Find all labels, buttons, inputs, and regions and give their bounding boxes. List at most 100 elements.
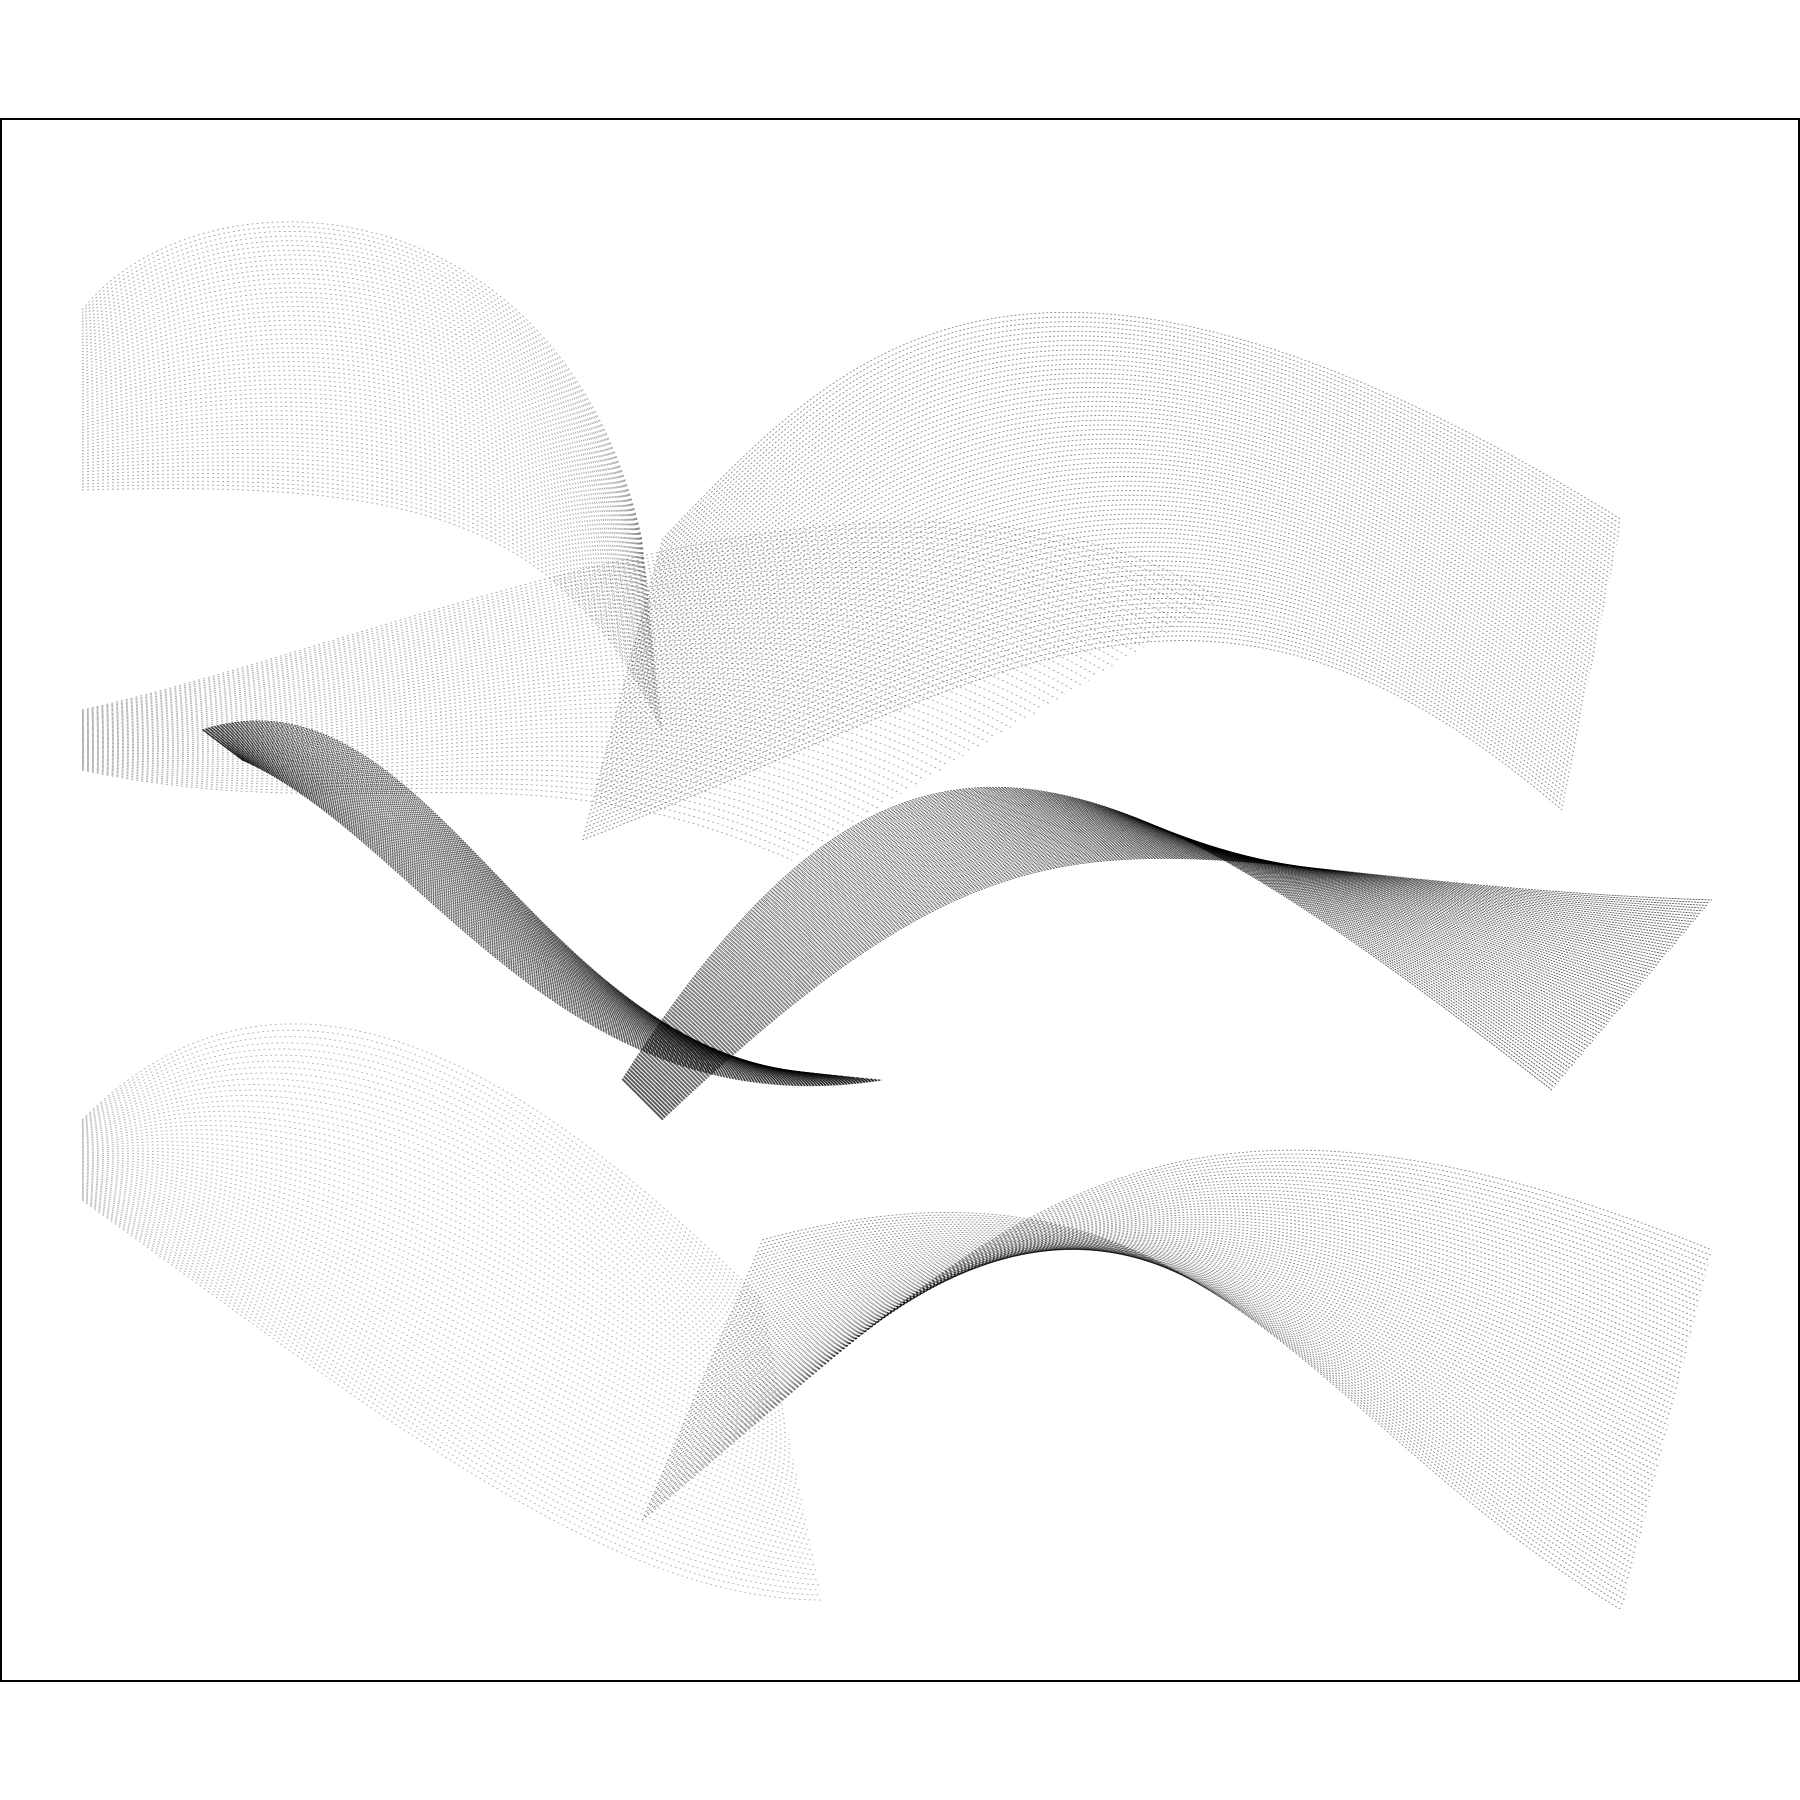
ribbon-stroke <box>637 816 1617 1097</box>
ribbon-stroke <box>81 1144 786 1416</box>
ribbon-stroke <box>81 612 1082 731</box>
ribbon-stroke <box>81 397 656 661</box>
ribbon-stroke <box>640 401 1606 622</box>
ribbon-stroke <box>81 1155 790 1436</box>
ribbon-stroke <box>660 1189 1699 1477</box>
ribbon-stroke <box>640 821 1628 1100</box>
ribbon-stroke <box>618 490 1590 704</box>
ribbon-stroke <box>241 759 883 1087</box>
ribbon-stroke <box>81 1164 797 1471</box>
ribbon-stroke <box>222 745 834 1076</box>
ribbon-stroke <box>233 753 863 1081</box>
ribbon-stroke <box>633 429 1601 648</box>
ribbon-stroke <box>81 342 652 623</box>
ribbon-stroke <box>641 1149 1713 1521</box>
ribbon-stroke <box>81 1188 815 1561</box>
ribbon-stroke <box>81 301 649 594</box>
ribbon-stroke <box>708 1247 1663 1451</box>
ribbon-stroke <box>632 807 1596 1092</box>
ribbon-stroke <box>681 1224 1683 1429</box>
ribbon-stroke <box>689 1234 1677 1409</box>
ribbon-stroke <box>241 759 881 1086</box>
ribbon-stroke <box>649 363 1613 588</box>
ribbon-stroke <box>81 1023 763 1301</box>
ribbon-stroke <box>658 852 1699 1117</box>
ribbon-stroke <box>646 833 1653 1106</box>
ribbon-stroke <box>622 788 1555 1088</box>
ribbon-stroke <box>614 504 1588 717</box>
ribbon-stroke <box>81 259 646 566</box>
ribbon-stroke <box>81 361 653 636</box>
ribbon-stroke <box>81 473 662 718</box>
ribbon-stroke <box>81 1042 766 1316</box>
ribbon-stroke <box>660 856 1708 1120</box>
ribbon-stroke <box>641 822 1630 1100</box>
ribbon-stroke <box>81 488 663 731</box>
ribbon-stroke <box>231 751 856 1080</box>
ribbon-stroke <box>654 846 1685 1114</box>
ribbon-stroke <box>585 626 1565 828</box>
ribbon-stroke <box>650 1168 1706 1501</box>
ribbon-stroke <box>81 652 1019 739</box>
ribbon-stroke <box>674 1213 1688 1445</box>
ribbon-stroke <box>627 798 1578 1087</box>
ribbon-stroke <box>586 621 1566 824</box>
ribbon-stroke <box>652 843 1676 1112</box>
ribbon-stroke <box>221 744 833 1076</box>
ribbon-stroke <box>661 857 1713 1121</box>
ribbon-stroke <box>81 465 661 712</box>
ribbon-stroke <box>638 817 1619 1097</box>
ribbon-stroke <box>701 1244 1668 1431</box>
ribbon-stroke <box>81 1147 787 1421</box>
ribbon-stroke <box>587 616 1567 819</box>
ribbon-stroke <box>706 1247 1664 1446</box>
ribbon-stroke <box>81 453 660 702</box>
ribbon-stroke <box>688 1232 1678 1413</box>
ribbon-stroke <box>751 1225 1630 1580</box>
ribbon-stroke <box>81 642 1035 737</box>
ribbon-stroke <box>81 1137 784 1406</box>
ribbon-stroke <box>684 1228 1681 1421</box>
ribbon-stroke <box>81 750 863 818</box>
ribbon-stroke <box>81 1178 807 1521</box>
ribbon-stroke <box>81 235 644 550</box>
ribbon-stroke <box>235 754 866 1082</box>
ribbon-stroke <box>81 292 648 588</box>
ribbon-stroke <box>237 756 873 1084</box>
ribbon-stroke <box>81 531 1207 713</box>
ribbon-top-left-fan <box>81 221 663 731</box>
ribbon-stroke <box>654 340 1618 567</box>
ribbon-stroke <box>81 319 650 607</box>
ribbon-stroke <box>236 755 869 1083</box>
ribbon-stroke <box>657 1182 1701 1485</box>
ribbon-stroke <box>81 392 655 658</box>
ribbon-stroke <box>81 383 655 651</box>
ribbon-stroke <box>604 546 1580 755</box>
ribbon-stroke <box>81 572 1145 722</box>
ribbon-stroke <box>81 582 1129 724</box>
ribbon-stroke <box>81 410 657 670</box>
ribbon-stroke <box>81 1072 771 1341</box>
ribbon-stroke <box>635 419 1603 639</box>
ribbon-stroke <box>722 1248 1652 1493</box>
ribbon-stroke <box>81 436 659 689</box>
ribbon-stroke <box>729 1245 1647 1513</box>
ribbon-stroke <box>739 1238 1639 1544</box>
ribbon-stroke <box>636 415 1604 635</box>
ribbon-stroke <box>703 1245 1666 1436</box>
ribbon-stroke <box>81 592 1113 726</box>
ribbon-stroke <box>661 311 1623 541</box>
ribbon-stroke <box>81 484 663 728</box>
ribbon-stroke <box>623 790 1560 1083</box>
ribbon-drawing <box>81 221 1713 1611</box>
ribbon-stroke <box>81 268 646 572</box>
ribbon-stroke <box>81 1110 778 1376</box>
ribbon-stroke <box>81 1048 767 1321</box>
ribbon-stroke <box>208 730 799 1073</box>
ribbon-stroke <box>81 1153 789 1431</box>
ribbon-stroke <box>736 1241 1642 1534</box>
ribbon-stroke <box>81 461 661 709</box>
ribbon-stroke <box>646 832 1651 1105</box>
ribbon-stroke <box>81 278 647 579</box>
ribbon-stroke <box>81 1054 768 1326</box>
